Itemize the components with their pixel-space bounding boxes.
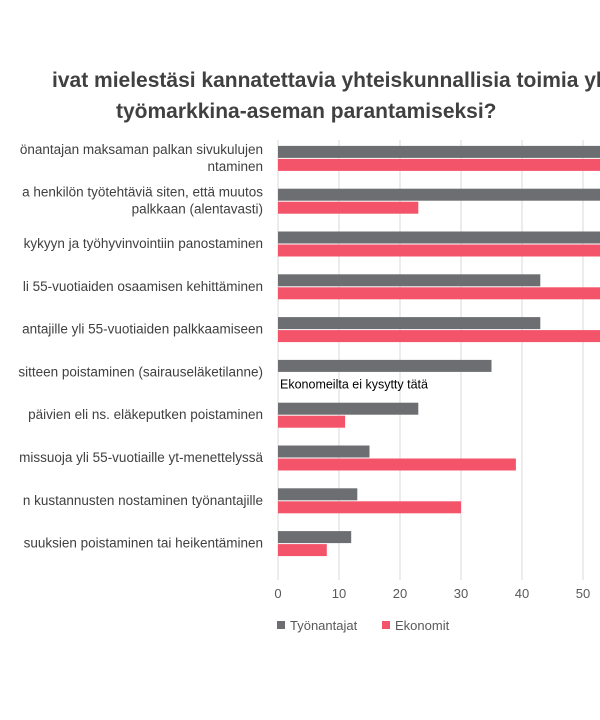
category-label: päivien eli ns. eläkeputken poistaminen [28,407,263,422]
bar-tyonantajat [278,188,600,201]
bars [278,145,600,557]
category-label: antajille yli 55-vuotiaiden palkkaamisee… [22,322,263,337]
bar-tyonantajat [278,145,600,158]
chart-title-line: työmarkkina-aseman parantamiseksi? [116,100,497,123]
bar-ekonomit [278,244,600,257]
bar-tyonantajat [278,488,358,501]
bar-ekonomit [278,287,600,300]
bar-ekonomit [278,330,600,343]
bar-tyonantajat [278,317,541,330]
legend: Työnantajat Ekonomit [277,618,450,633]
legend-label: Ekonomit [395,618,450,633]
category-label: a henkilön työtehtäviä siten, että muuto… [22,185,263,200]
x-tick-label: 20 [393,586,407,601]
x-tick-label: 10 [332,586,346,601]
chart-title-line: ivat mielestäsi kannatettavia yhteiskunn… [52,69,600,92]
bar-ekonomit [278,501,461,514]
x-tick-label: 50 [576,586,590,601]
x-tick-label: 0 [274,586,281,601]
legend-swatch [382,621,390,629]
category-label: sitteen poistaminen (sairauseläketilanne… [18,364,263,379]
category-label: suuksien poistaminen tai heikentäminen [24,536,263,551]
x-axis-ticks: 0 10 20 30 40 50 [274,586,590,601]
legend-swatch [277,621,285,629]
category-label: önantajan maksaman palkan sivukulujen [20,142,263,157]
bar-ekonomit [278,458,516,471]
category-label: n kustannusten nostaminen työnantajille [23,493,263,508]
bar-tyonantajat [278,531,352,544]
bar-tyonantajat [278,359,492,372]
category-labels: önantajan maksaman palkan sivukulujen nta… [18,142,263,551]
bar-ekonomit [278,201,419,214]
bar-ekonomit [278,544,327,557]
category-label: kykyyn ja työhyvinvointiin panostaminen [24,236,263,251]
bar-tyonantajat [278,445,370,458]
bar-ekonomit [278,415,346,428]
category-label: li 55-vuotiaiden osaamisen kehittäminen [23,279,263,294]
chart-title: ivat mielestäsi kannatettavia yhteiskunn… [52,69,600,123]
category-label: ntaminen [207,159,263,174]
bar-tyonantajat [278,274,541,287]
category-label: missuoja yli 55-vuotiaille yt-menettelys… [19,450,263,465]
annotations: Ekonomeilta ei kysytty tätä [280,377,428,391]
x-tick-label: 30 [454,586,468,601]
bar-tyonantajat [278,231,600,244]
annotation-text: Ekonomeilta ei kysytty tätä [280,377,428,391]
bar-tyonantajat [278,402,419,415]
x-tick-label: 40 [515,586,529,601]
category-label: palkkaan (alentavasti) [132,202,263,217]
bar-ekonomit [278,158,600,171]
legend-label: Työnantajat [290,618,358,633]
